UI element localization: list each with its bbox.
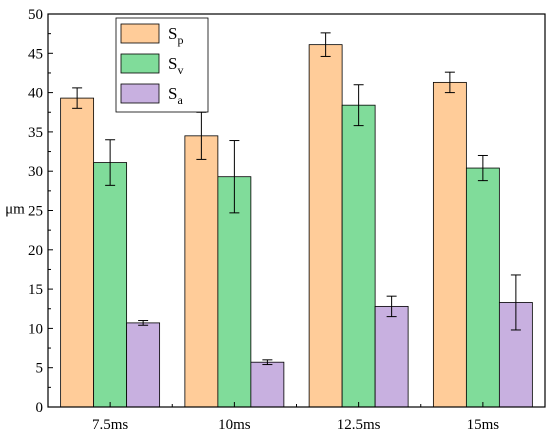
x-tick-label: 7.5ms (92, 417, 128, 433)
bar-sa-0 (126, 322, 161, 408)
legend-label-sp: Sp (168, 24, 183, 47)
bar-sv-2 (341, 104, 376, 408)
legend-swatch-sa (120, 83, 160, 104)
bar-sv-0 (93, 162, 128, 408)
legend-label-sa: Sa (168, 84, 183, 107)
y-tick-label: 0 (36, 400, 44, 416)
legend-swatch-sv (120, 53, 160, 74)
bars-layer (60, 44, 533, 408)
y-tick-label: 30 (28, 164, 43, 180)
y-tick-label: 5 (36, 361, 44, 377)
y-axis-label: μm (5, 202, 25, 218)
x-tick-label: 10ms (218, 417, 251, 433)
y-tick-label: 40 (28, 86, 43, 102)
bar-sp-3 (432, 81, 467, 408)
bar-sv-3 (465, 167, 500, 408)
bar-sv-1 (217, 176, 252, 408)
x-tick-label: 12.5ms (337, 417, 381, 433)
y-tick-label: 20 (28, 243, 43, 259)
y-tick-label: 50 (28, 7, 43, 23)
y-tick-label: 10 (28, 321, 43, 337)
error-bars-layer (72, 32, 521, 366)
legend-swatch-sp (120, 23, 160, 44)
x-tick-label: 15ms (467, 417, 500, 433)
legend-label-sv: Sv (168, 54, 183, 77)
bar-sp-1 (184, 135, 219, 408)
y-axis: 0 5 10 15 20 25 30 35 40 45 50 (28, 7, 53, 416)
y-tick-label: 15 (28, 282, 43, 298)
legend: Sp Sv Sa (115, 17, 209, 113)
y-tick-label: 45 (28, 46, 43, 62)
bar-sa-1 (250, 361, 285, 408)
y-tick-label: 25 (28, 204, 43, 220)
bar-sa-2 (374, 305, 409, 408)
x-axis: 7.5ms 10ms 12.5ms 15ms (92, 402, 499, 433)
y-tick-label: 35 (28, 125, 43, 141)
bar-sp-2 (308, 44, 343, 408)
bar-sp-0 (60, 97, 95, 408)
